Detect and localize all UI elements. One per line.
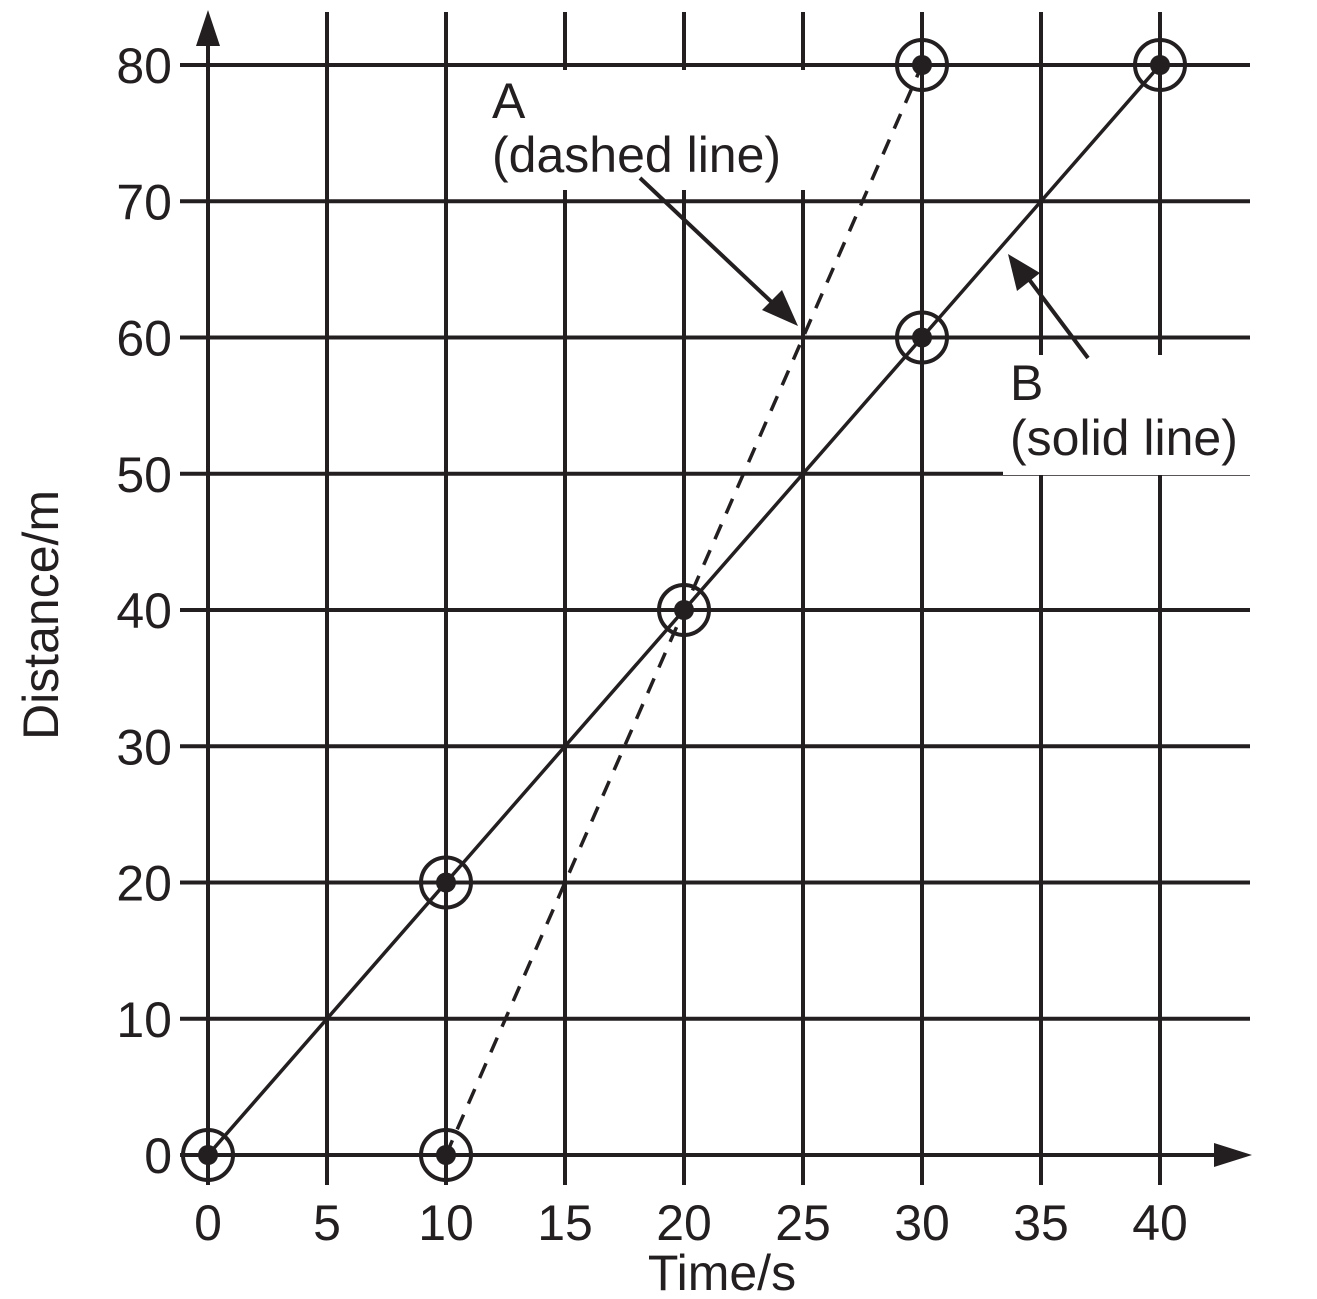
point-dot-30-60 [912,327,932,348]
annotation-B-pointer-arrowhead [1008,254,1040,291]
x-axis-arrowhead [1214,1143,1252,1167]
x-tick-label-30: 30 [894,1195,950,1251]
y-tick-label-70: 70 [116,174,172,230]
x-tick-label-15: 15 [537,1195,593,1251]
point-dot-0-0 [198,1145,218,1165]
annotation-A-pointer-line [638,176,782,312]
annotation-B-pointer-line [1026,276,1090,360]
point-ring-30-80 [895,38,949,92]
annotation-A-style-note: (dashed line) [492,127,781,183]
point-dot-30-80 [912,55,932,75]
point-dot-10-0 [436,1145,456,1165]
x-tick-label-5: 5 [313,1195,341,1251]
point-ring-30-60 [895,310,949,365]
point-ring-10-0 [419,1128,473,1182]
annotation-B-background [1003,355,1303,475]
y-tick-label-40: 40 [116,583,172,639]
x-axis-title: Time/s [648,1245,796,1299]
y-tick-label-20: 20 [116,856,172,912]
y-tick-label-60: 60 [116,311,172,367]
y-tick-label-80: 80 [116,38,172,94]
data-markers [181,38,1187,1182]
point-dot-10-20 [436,872,456,893]
point-dot-20-40 [674,600,694,620]
annotation-B-style-note: (solid line) [1010,410,1238,466]
point-ring-0-0 [181,1128,235,1182]
x-tick-label-20: 20 [656,1195,712,1251]
y-axis-arrowhead [196,10,220,46]
annotation-A-background [488,70,870,190]
y-tick-label-10: 10 [116,992,172,1048]
annotation-A-label: A [492,73,526,129]
annotations: A(dashed line) B(solid line) [488,70,1303,475]
x-tick-label-40: 40 [1132,1195,1188,1251]
x-tick-label-10: 10 [418,1195,474,1251]
point-ring-10-20 [419,855,473,910]
y-tick-label-0: 0 [144,1128,172,1184]
x-tick-label-35: 35 [1013,1195,1069,1251]
x-tick-label-25: 25 [775,1195,831,1251]
axes [180,10,1252,1185]
point-ring-20-40 [657,583,711,637]
tick-labels: 0 5 10 15 20 25 30 35 40 0 10 20 30 40 50 60 70 80 [116,38,1187,1251]
point-ring-40-80 [1133,38,1187,92]
y-tick-label-50: 50 [116,447,172,503]
x-tick-label-0: 0 [194,1195,222,1251]
y-tick-label-30: 30 [116,719,172,775]
point-dot-40-80 [1150,55,1170,75]
y-axis-title: Distance/m [13,490,69,740]
annotation-B-label: B [1010,355,1043,411]
annotation-A-pointer-arrowhead [762,290,798,326]
